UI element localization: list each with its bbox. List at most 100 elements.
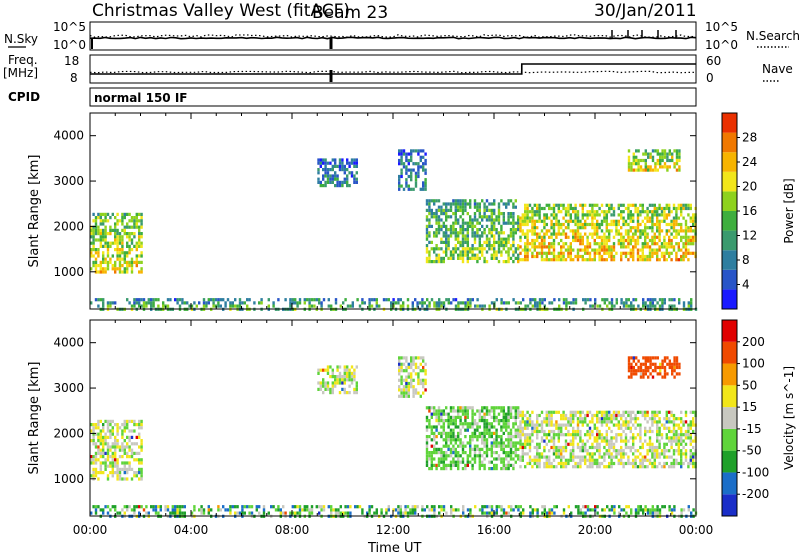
heatmap-cell <box>464 304 467 308</box>
heatmap-cell <box>114 301 117 305</box>
heatmap-cell <box>584 413 587 418</box>
heatmap-cell <box>399 505 402 509</box>
heatmap-cell <box>126 212 129 216</box>
heatmap-cell <box>512 457 515 461</box>
heatmap-cell <box>531 298 534 302</box>
heatmap-cell <box>410 187 413 191</box>
heatmap-cell <box>584 219 587 223</box>
heatmap-cell <box>675 168 679 172</box>
heatmap-cell <box>586 439 589 443</box>
heatmap-cell <box>344 511 347 515</box>
heatmap-cell <box>308 304 311 308</box>
heatmap-cell <box>567 442 570 446</box>
heatmap-cell <box>680 229 683 233</box>
heatmap-cell <box>99 419 102 423</box>
freq-left-tick-bottom: 8 <box>70 71 78 85</box>
heatmap-cell <box>334 161 337 165</box>
heatmap-cell <box>671 369 674 373</box>
heatmap-cell <box>130 216 134 220</box>
heatmap-cell <box>454 234 457 238</box>
heatmap-cell <box>677 232 680 236</box>
heatmap-cell <box>407 162 410 166</box>
heatmap-cell <box>533 429 536 434</box>
heatmap-cell <box>457 218 460 222</box>
heatmap-cell <box>331 180 334 184</box>
heatmap-cell <box>519 426 522 430</box>
heatmap-cell <box>622 235 625 239</box>
heatmap-cell <box>423 508 426 512</box>
heatmap-cell <box>406 298 410 302</box>
heatmap-cell <box>500 199 503 203</box>
heatmap-cell <box>459 256 462 260</box>
heatmap-cell <box>689 206 692 211</box>
heatmap-cell <box>660 213 664 217</box>
heatmap-cell <box>529 298 532 302</box>
heatmap-cell <box>572 465 575 469</box>
heatmap-cell <box>481 304 484 308</box>
heatmap-cell <box>538 235 541 239</box>
heatmap-cell <box>570 301 573 305</box>
heatmap-cell <box>398 369 401 373</box>
heatmap-cell <box>338 164 342 168</box>
heatmap-cell <box>622 301 626 305</box>
heatmap-cell <box>680 426 683 430</box>
heatmap-cell <box>545 232 548 236</box>
heatmap-cell <box>636 410 640 414</box>
heatmap-cell <box>579 222 582 227</box>
heatmap-cell <box>545 455 548 459</box>
heatmap-cell <box>557 258 560 262</box>
heatmap-cell <box>490 435 493 439</box>
heatmap-cell <box>569 206 572 211</box>
heatmap-cell <box>540 455 544 459</box>
heatmap-cell <box>433 505 436 509</box>
heatmap-cell <box>483 412 486 416</box>
heatmap-cell <box>598 436 601 440</box>
heatmap-cell <box>140 419 143 423</box>
heatmap-cell <box>560 461 563 466</box>
heatmap-cell <box>529 511 532 515</box>
heatmap-cell <box>126 461 129 465</box>
heatmap-cell <box>469 406 472 410</box>
heatmap-cell <box>586 251 589 255</box>
heatmap-cell <box>102 511 105 515</box>
heatmap-cell <box>147 298 150 302</box>
heatmap-cell <box>610 455 613 459</box>
heatmap-cell <box>552 216 556 220</box>
heatmap-cell <box>324 180 327 184</box>
heatmap-cell <box>672 439 676 443</box>
heatmap-cell <box>572 238 575 243</box>
heatmap-cell <box>687 301 690 305</box>
heatmap-cell <box>493 237 496 241</box>
heatmap-cell <box>138 304 141 308</box>
heatmap-cell <box>428 231 431 235</box>
heatmap-cell <box>457 451 460 455</box>
heatmap-cell <box>512 435 515 439</box>
heatmap-cell <box>462 301 465 305</box>
heatmap-cell <box>447 435 450 439</box>
heatmap-cell <box>584 213 587 217</box>
heatmap-cell <box>437 409 441 413</box>
heatmap-cell <box>692 423 695 427</box>
heatmap-cell <box>138 505 141 509</box>
heatmap-cell <box>99 216 102 220</box>
heatmap-cell <box>642 152 645 156</box>
heatmap-cell <box>637 168 640 172</box>
heatmap-cell <box>478 247 481 251</box>
heatmap-cell <box>412 385 415 389</box>
heatmap-cell <box>481 438 484 442</box>
heatmap-cell <box>627 149 631 153</box>
heatmap-cell <box>435 304 438 308</box>
heatmap-cell <box>654 149 657 153</box>
heatmap-cell <box>459 228 462 232</box>
heatmap-cell <box>569 455 572 459</box>
heatmap-cell <box>449 441 453 445</box>
heatmap-cell <box>603 238 606 243</box>
heatmap-cell <box>454 250 457 254</box>
heatmap-cell <box>593 258 596 262</box>
heatmap-cell <box>428 301 431 305</box>
heatmap-cell <box>346 168 349 172</box>
heatmap-cell <box>471 447 474 451</box>
heatmap-cell <box>603 508 606 512</box>
heatmap-cell <box>469 425 472 429</box>
